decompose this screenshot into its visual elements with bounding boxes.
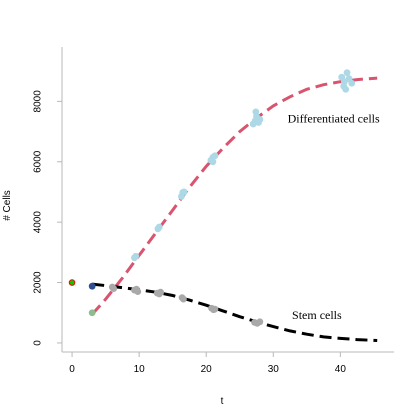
differentiated-point (180, 188, 188, 196)
differentiated-point (211, 152, 219, 160)
y-tick-label: 6000 (33, 150, 44, 173)
initial-point (68, 279, 76, 286)
stem-point (88, 282, 96, 290)
x-axis-title: t (221, 396, 224, 407)
differentiated-point (132, 252, 140, 260)
x-tick-label: 10 (134, 364, 146, 375)
points (68, 69, 356, 327)
stem-point (211, 305, 219, 313)
y-tick-label: 4000 (33, 211, 44, 234)
stem-point (256, 318, 264, 326)
differentiated-point (340, 82, 348, 90)
y-tick-label: 0 (33, 340, 44, 346)
stem-point (157, 288, 164, 296)
differentiated-curve (91, 76, 378, 316)
x-tick-label: 20 (201, 364, 213, 375)
axes (57, 47, 394, 357)
differentiated-point (343, 69, 351, 77)
y-tick-label: 2000 (33, 271, 44, 294)
x-tick-label: 0 (69, 364, 75, 375)
differentiated-point (209, 158, 217, 166)
y-axis-title: # Cells (2, 190, 13, 221)
x-tick-label: 40 (335, 364, 347, 375)
annotation-label: Differentiated cells (288, 111, 380, 125)
differentiated-point (88, 309, 96, 317)
differentiated-point (252, 108, 260, 116)
x-tick-label: 30 (268, 364, 280, 375)
differentiated-point (155, 223, 163, 231)
labels: 0 10 20 30 40 0 2000 4000 6000 8000 t # Cells Differ… (2, 90, 380, 407)
stem-point (179, 295, 187, 303)
differentiated-point (256, 116, 264, 123)
stem-point (110, 285, 118, 292)
annotation-label: Stem cells (292, 308, 342, 322)
stem-point (134, 288, 142, 296)
differentiated-point (348, 79, 356, 87)
y-tick-label: 8000 (33, 90, 44, 113)
